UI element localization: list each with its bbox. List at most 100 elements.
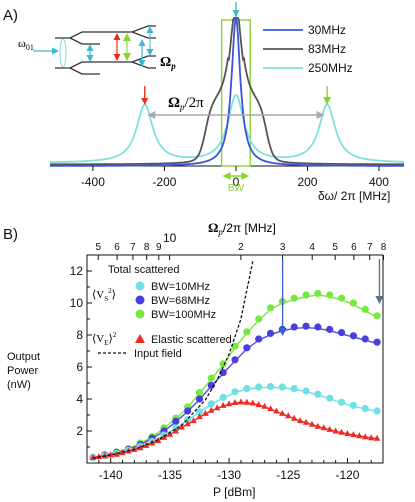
legend-elastic-marker xyxy=(135,334,145,343)
data-point-elastic xyxy=(350,431,357,438)
data-point-BW=68MHz xyxy=(255,335,263,343)
series-line-83MHz xyxy=(50,17,404,166)
legend-total-title: Total scattered xyxy=(108,264,180,276)
data-point-elastic xyxy=(166,430,174,437)
bw-label: BW xyxy=(228,183,245,194)
y-tick-label: 6 xyxy=(76,360,83,374)
data-point-BW=10MHz xyxy=(231,388,239,396)
x-tick-label: -135 xyxy=(158,468,182,482)
legend-total-symbol: ⟨VS2⟩ xyxy=(92,287,116,303)
data-point-elastic xyxy=(373,434,381,441)
data-point-BW=10MHz xyxy=(255,383,263,391)
data-point-BW=100MHz xyxy=(207,374,215,382)
data-point-elastic xyxy=(273,407,280,414)
rabi-splitting-label: Ωp/2π xyxy=(168,95,204,112)
data-point-BW=68MHz xyxy=(337,329,346,337)
data-point-elastic xyxy=(225,400,233,407)
data-point-BW=68MHz xyxy=(184,407,192,415)
data-point-elastic xyxy=(320,424,327,431)
data-point-elastic xyxy=(95,453,103,460)
data-point-BW=68MHz xyxy=(326,325,334,333)
top-tick-label: 3 xyxy=(280,242,286,253)
data-point-elastic xyxy=(237,398,245,405)
top-tick-label: 5 xyxy=(332,242,338,253)
data-point-BW=100MHz xyxy=(219,360,227,368)
dressed-levels-top xyxy=(100,25,156,39)
x-tick-label: 400 xyxy=(369,175,389,189)
data-point-elastic xyxy=(267,405,274,412)
data-point-elastic xyxy=(249,399,256,406)
top-tick-label: 2 xyxy=(238,242,244,253)
data-point-elastic xyxy=(314,422,322,429)
data-point-elastic xyxy=(308,420,316,427)
data-point-BW=68MHz xyxy=(290,323,298,331)
data-point-BW=10MHz xyxy=(373,407,381,415)
data-point-elastic xyxy=(214,404,221,411)
data-point-BW=100MHz xyxy=(195,389,204,397)
data-point-elastic xyxy=(160,433,168,440)
legend-bw100-label: BW=100MHz xyxy=(151,309,216,321)
data-point-elastic xyxy=(338,428,345,435)
data-point-elastic xyxy=(285,412,292,419)
x-tick-label: -125 xyxy=(276,468,300,482)
data-point-BW=10MHz xyxy=(195,408,204,416)
ladder-lower-levels xyxy=(55,61,100,75)
data-point-BW=10MHz xyxy=(266,382,275,391)
data-point-elastic xyxy=(302,418,310,425)
data-point-elastic xyxy=(190,417,197,424)
y-tick-label: 8 xyxy=(76,328,83,342)
data-point-elastic xyxy=(196,413,203,420)
panel-a: A) -400 -200 0 200 400 δω/ 2π [MHz] ω01 Ωp xyxy=(3,2,404,203)
x-tick-label: -140 xyxy=(99,468,123,482)
x-tick-label: 200 xyxy=(297,175,317,189)
top-tick-label: 7 xyxy=(130,242,136,253)
top-tick-label: 8 xyxy=(381,242,387,253)
data-point-elastic xyxy=(296,417,304,424)
data-point-elastic xyxy=(332,427,339,434)
data-point-elastic xyxy=(261,402,268,409)
data-point-elastic xyxy=(362,433,369,440)
top-tick-label: 4 xyxy=(309,242,315,253)
y-tick-label: 4 xyxy=(76,392,83,406)
panel-b-x-label: P [dBm] xyxy=(213,485,255,499)
data-point-BW=100MHz xyxy=(255,315,263,323)
data-point-BW=100MHz xyxy=(349,299,357,307)
x-tick-label: -400 xyxy=(81,175,105,189)
panel-b-label: B) xyxy=(3,226,18,243)
data-point-BW=100MHz xyxy=(314,289,322,297)
panel-b: B) Ωp/2π [MHz] -140 -135 -130 -125 -120 2 4 6 8 1… xyxy=(3,220,387,499)
top-tick-label: 7 xyxy=(367,242,373,253)
data-point-BW=100MHz xyxy=(243,328,251,336)
data-point-BW=68MHz xyxy=(172,417,180,425)
omega-p-label: Ωp xyxy=(160,55,176,71)
data-point-elastic xyxy=(255,401,262,408)
legend-elastic-symbol: ⟨VE⟩2 xyxy=(92,331,117,347)
data-point-BW=68MHz xyxy=(314,323,322,331)
legend-bw68-label: BW=68MHz xyxy=(151,295,210,307)
panel-b-series xyxy=(89,261,381,461)
data-point-BW=68MHz xyxy=(349,332,357,340)
top-tick-label: 9 xyxy=(156,242,162,253)
data-point-BW=68MHz xyxy=(243,344,251,352)
data-point-BW=10MHz xyxy=(337,398,346,406)
legend-30mhz-label: 30MHz xyxy=(308,23,346,37)
x-tick-label: -120 xyxy=(335,468,359,482)
panel-b-frame xyxy=(86,254,384,464)
legend-elastic-label: Elastic scattered xyxy=(151,334,232,346)
data-point-elastic xyxy=(243,398,251,405)
data-point-elastic xyxy=(367,434,375,441)
data-point-BW=100MHz xyxy=(302,291,310,299)
y-label-line-3: (nW) xyxy=(7,379,31,391)
data-point-elastic xyxy=(107,451,114,458)
data-point-BW=10MHz xyxy=(207,400,215,408)
data-point-elastic xyxy=(356,432,363,439)
data-point-elastic xyxy=(291,414,298,421)
data-point-BW=100MHz xyxy=(266,304,275,312)
panel-a-label: A) xyxy=(3,7,18,24)
data-point-BW=10MHz xyxy=(302,387,310,395)
data-point-BW=68MHz xyxy=(302,322,310,330)
y-tick-label: 12 xyxy=(70,264,84,278)
panel-a-x-label: δω/ 2π [MHz] xyxy=(318,189,390,203)
data-point-BW=100MHz xyxy=(337,294,346,302)
